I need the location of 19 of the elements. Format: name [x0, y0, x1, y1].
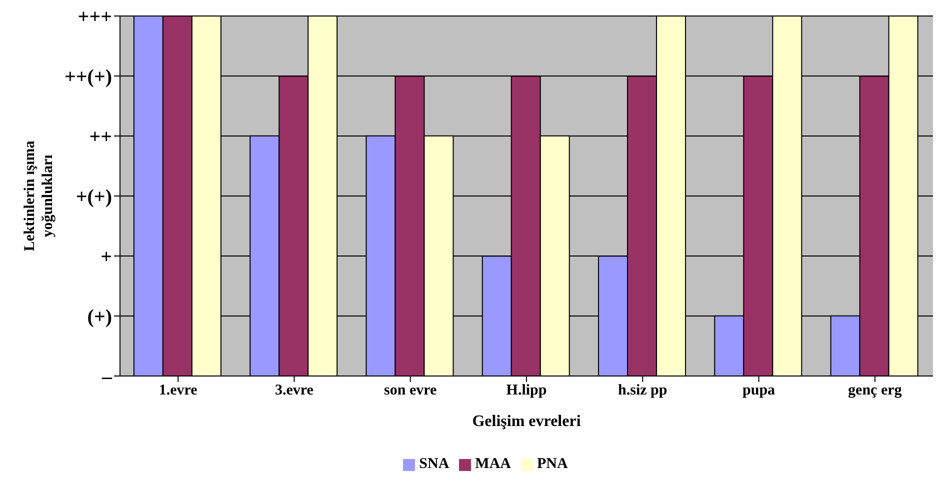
x-tick-label: H.lipp	[506, 382, 547, 399]
x-axis-title: Gelişim evreleri	[472, 413, 582, 430]
x-tick-label: son evre	[384, 382, 438, 399]
text: +(+)	[76, 186, 112, 208]
x-tick-label: 1.evre	[158, 382, 198, 399]
x-tick-label: 3.evre	[274, 382, 314, 399]
text: –	[101, 366, 113, 388]
legend-label: PNA	[537, 456, 568, 472]
legend-label: SNA	[419, 456, 450, 472]
text: (+)	[87, 306, 112, 328]
text: ++	[89, 126, 112, 148]
text: +++	[78, 6, 112, 28]
legend-label: MAA	[475, 456, 511, 472]
text: ++(+)	[64, 66, 112, 88]
x-tick-label: genç erg	[848, 382, 902, 399]
x-tick-label: pupa	[742, 382, 776, 399]
y-axis-title: Lektinlerin ışıma yoğunlukları	[22, 140, 56, 252]
text: +	[100, 246, 112, 268]
x-tick-label: h.siz pp	[618, 382, 668, 399]
